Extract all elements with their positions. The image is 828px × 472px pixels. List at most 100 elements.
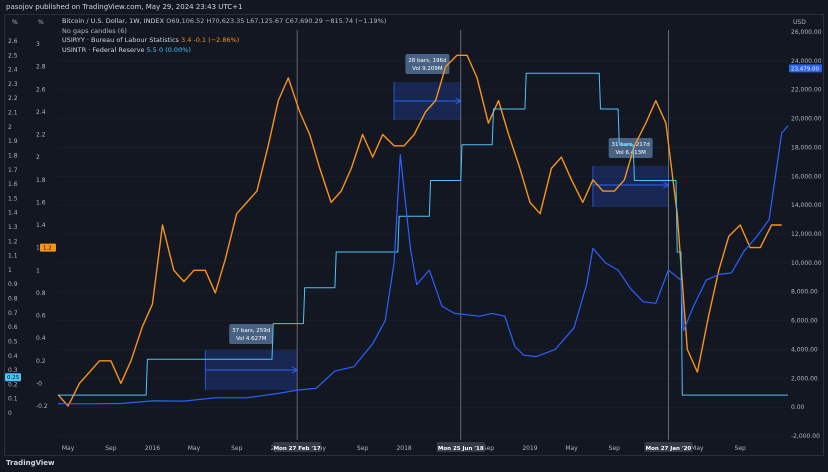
right-axis: USD 26,000.00 24,000.00 22,000.00 20,000.00 1… [789,19,822,440]
left-axis-1-tick: 1 [8,267,12,274]
x-axis-tick: Sep [105,445,117,452]
legend-gaps: No gaps candles (6) [62,27,386,37]
x-highlight-labels: Mon 27 Feb '17 Mon 25 Jun '18 Mon 27 Jan '… [273,442,693,452]
right-axis-tick: 26,000.00 [791,29,822,36]
footer: TradingView [0,456,828,472]
x-highlight-label-bg [644,442,693,452]
measurement-vol: Vol 9.209M [412,66,443,72]
measurement-label: 28 bars, 196d [408,58,446,64]
left-axis-1-tick: 0.3 [8,367,18,374]
grid [58,31,788,437]
series-line-left2 [57,54,782,407]
left-axis-2-label: % [38,19,44,26]
plot-area [57,54,789,407]
left-axis-2-tick: 2.6 [36,86,46,93]
left-axis-2-tick: -0.2 [36,403,48,410]
chart-canvas[interactable]: % 2.6 2.5 2.4 2.3 2.2 2.1 2 1.9 1.8 1.7 1.6 1.5 1.4 1.… [0,0,828,456]
left-axis-1-tick: 1.2 [8,238,18,245]
left-axis-1-tick: 0.6 [8,324,18,331]
x-axis-tick: 2018 [396,445,411,452]
right-axis-marker: 23,479.00 [791,66,819,72]
x-highlight-label: Mon 25 Jun '18 [438,446,484,452]
x-axis-tick: 2016 [145,445,160,452]
left-axis-1-tick: 1.8 [8,152,18,159]
legend-gaps-text: No gaps candles (6) [62,26,127,35]
left-axis-1-tick: 0.2 [8,381,18,388]
legend-rate-name: USINTR · Federal Reserve [62,45,145,54]
series-line-left1 [58,72,788,396]
legend-cpi-name: USIRYY · Bureau of Labour Statistics [62,36,179,44]
left-axis-1-tick: 1.9 [8,138,18,145]
right-axis-tick: 20,000.00 [791,116,822,123]
right-axis-tick: 0.00 [791,404,805,411]
left-axis-2-tick: 0.8 [36,290,46,297]
legend: Bitcoin / U.S. Dollar, 1W, INDEX O69,106… [62,17,386,55]
right-axis-tick: 12,000.00 [791,231,822,238]
left-axis-2-tick: 1.8 [36,177,46,184]
left-axis-1-tick: 1.6 [8,181,18,188]
left-axis-1-tick: 2 [8,124,12,131]
right-axis-marker-bg [789,64,822,73]
left-axis-1-tick: 0.1 [8,396,18,403]
left-axis-2-tick: 2.8 [36,64,46,71]
right-axis-tick: 24,000.00 [791,58,822,65]
x-axis-tick: Sep [357,445,369,452]
left-axis-1-tick: 2.2 [8,95,18,102]
right-axis-tick: 4,000.00 [791,346,818,353]
highlight-lines [296,30,669,440]
x-axis-tick: May [188,445,201,452]
left-axis-1-marker-bg [5,373,21,382]
right-axis-tick: 16,000.00 [791,173,822,180]
header-bar: pasojov published on TradingView.com, Ma… [0,0,828,14]
measurement-boxes: 37 bars, 259d Vol 4.627M 28 bars, 196d Vol … [204,54,670,390]
right-axis-tick: 2,000.00 [791,375,818,382]
legend-cpi: USIRYY · Bureau of Labour Statistics 3.4… [62,36,386,46]
x-axis-tick: Sep [609,445,621,452]
legend-rate: USINTR · Federal Reserve 5.5 0 (0.00%) [62,46,386,56]
left-axis-2-tick: 2 [36,154,40,161]
legend-btc-name: Bitcoin / U.S. Dollar, 1W, INDEX [62,17,165,25]
left-axis-1-tick: 0.5 [8,338,18,345]
chart-frame [4,14,824,456]
left-axis-1-marker: 0.25 [7,375,20,381]
left-axis-1-tick: 2.6 [8,38,18,45]
left-axis-2-tick: 1 [36,267,40,274]
left-axis-2-marker: 1.2 [43,246,52,252]
right-axis-tick: 6,000.00 [791,318,818,325]
left-axis-2-tick: -0 [36,380,42,387]
x-highlight-label-bg [273,442,322,452]
legend-btc: Bitcoin / U.S. Dollar, 1W, INDEX O69,106… [62,17,386,27]
series-line-right [57,125,789,405]
left-axis-1-label: % [12,19,18,26]
x-axis-tick: 2019 [522,445,537,452]
tradingview-logo: TradingView [6,459,55,467]
right-axis-tick: 8,000.00 [791,289,818,296]
left-axis-1: % 2.6 2.5 2.4 2.3 2.2 2.1 2 1.9 1.8 1.7 1.6 1.5 1.4 1.… [5,19,21,417]
left-axis-1-tick: 0.8 [8,296,18,303]
legend-rate-values: 5.5 0 (0.00%) [146,45,191,54]
left-axis-1-tick: 2.5 [8,52,18,59]
right-axis-tick: 10,000.00 [791,260,822,267]
right-axis-tick: 22,000.00 [791,87,822,94]
left-axis-2-tick: 0.4 [36,335,46,342]
x-axis-tick: May [62,445,75,452]
x-highlight-label: Mon 27 Jan '20 [646,446,692,452]
measurement-box [592,166,669,207]
left-axis-1-tick: 1.3 [8,224,18,231]
x-axis: MaySep2016MaySep2017MaySep2018Sep2019May… [62,445,746,452]
left-axis-1-tick: 1.1 [8,253,18,260]
x-axis-tick: Sep [483,445,495,452]
x-axis-tick: Sep [735,445,747,452]
left-axis-1-tick: 0 [8,410,12,417]
left-axis-1-tick: 2.1 [8,110,18,117]
measurement-vol: Vol 4.627M [236,336,267,342]
left-axis-1-tick: 1.7 [8,167,18,174]
x-highlight-label: Mon 27 Feb '17 [274,446,321,452]
left-axis-2-tick: 1.6 [36,199,46,206]
left-axis-2-tick: 2.4 [36,109,46,116]
right-axis-tick: 14,000.00 [791,202,822,209]
left-axis-2-marker-bg [40,243,56,252]
left-axis-2-tick: 3 [36,41,40,48]
right-axis-tick: 18,000.00 [791,144,822,151]
right-axis-label: USD [793,19,806,26]
